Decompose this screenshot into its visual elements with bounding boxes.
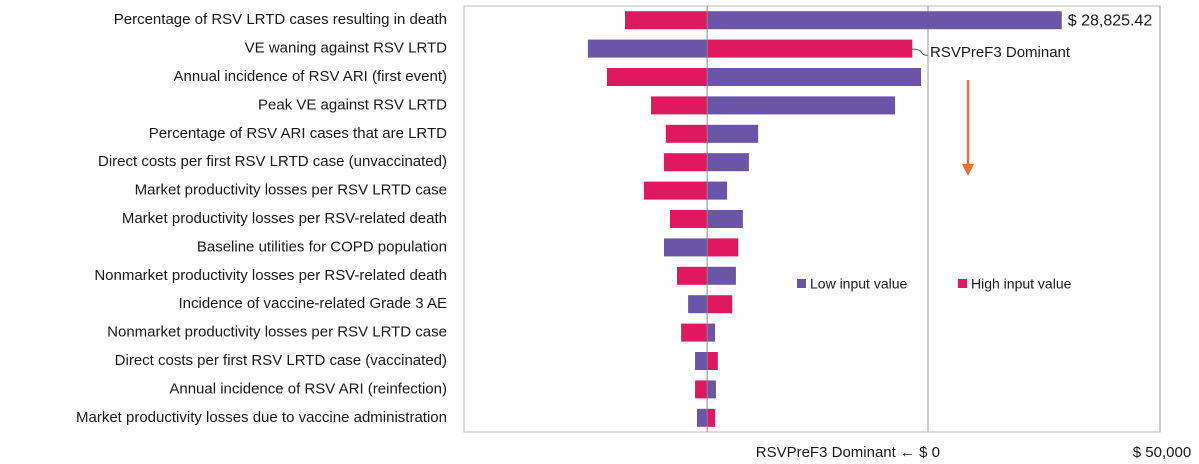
bar: [681, 323, 708, 342]
x-tick-label: RSVPreF3 Dominant ← $ 0: [756, 444, 940, 461]
legend-swatch: [958, 279, 967, 288]
bar: [707, 96, 896, 115]
annotation: RSVPreF3 Dominant: [930, 44, 1071, 61]
bar: [670, 210, 708, 228]
leader-line: [911, 48, 929, 56]
bar: [707, 408, 716, 427]
y-tick-label: Incidence of vaccine-related Grade 3 AE: [179, 295, 448, 312]
y-tick-label: Annual incidence of RSV ARI (reinfection…: [169, 380, 447, 397]
x-tick-label: $ 50,000: [1133, 444, 1191, 461]
bar: [707, 295, 733, 314]
arrow-head: [962, 164, 974, 176]
bar: [665, 124, 708, 143]
y-tick-label: Market productivity losses due to vaccin…: [76, 409, 447, 426]
bar: [676, 266, 708, 285]
bar: [663, 238, 708, 257]
bar: [707, 266, 736, 285]
bar: [707, 352, 718, 370]
bar: [707, 181, 728, 200]
y-tick-label: VE waning against RSV LRTD: [245, 40, 447, 57]
bar: [695, 380, 708, 399]
bar: [707, 11, 1062, 30]
bar: [688, 295, 708, 314]
bar: [650, 96, 708, 115]
bar: [707, 323, 716, 342]
y-tick-label: Direct costs per first RSV LRTD case (un…: [98, 153, 447, 170]
y-tick-label: Percentage of RSV LRTD cases resulting i…: [114, 11, 447, 28]
y-tick-label: Market productivity losses per RSV-relat…: [122, 210, 447, 227]
bar: [707, 124, 759, 143]
bar: [707, 238, 739, 257]
bar: [696, 408, 708, 427]
y-tick-label: Percentage of RSV ARI cases that are LRT…: [149, 125, 447, 142]
bar: [587, 39, 708, 58]
bar: [606, 68, 708, 86]
y-tick-label: Annual incidence of RSV ARI (first event…: [174, 68, 447, 85]
legend-swatch: [797, 279, 806, 288]
y-tick-label: Nonmarket productivity losses per RSV LR…: [107, 324, 447, 341]
bar: [707, 68, 922, 86]
y-tick-label: Market productivity losses per RSV LRTD …: [135, 182, 447, 199]
y-tick-label: Baseline utilities for COPD population: [197, 238, 447, 255]
bar: [707, 380, 716, 399]
bar: [707, 39, 913, 58]
bar: [663, 153, 708, 172]
bar: [695, 352, 708, 370]
legend-label: Low input value: [810, 276, 908, 292]
bar: [644, 181, 708, 200]
bar: [707, 210, 743, 228]
y-tick-label: Peak VE against RSV LRTD: [258, 96, 447, 113]
legend-label: High input value: [971, 276, 1072, 292]
value-label: $ 28,825.42: [1068, 12, 1153, 29]
y-tick-label: Direct costs per first RSV LRTD case (va…: [115, 352, 447, 369]
bar: [625, 11, 708, 30]
bar: [707, 153, 749, 172]
y-tick-label: Nonmarket productivity losses per RSV-re…: [94, 267, 447, 284]
